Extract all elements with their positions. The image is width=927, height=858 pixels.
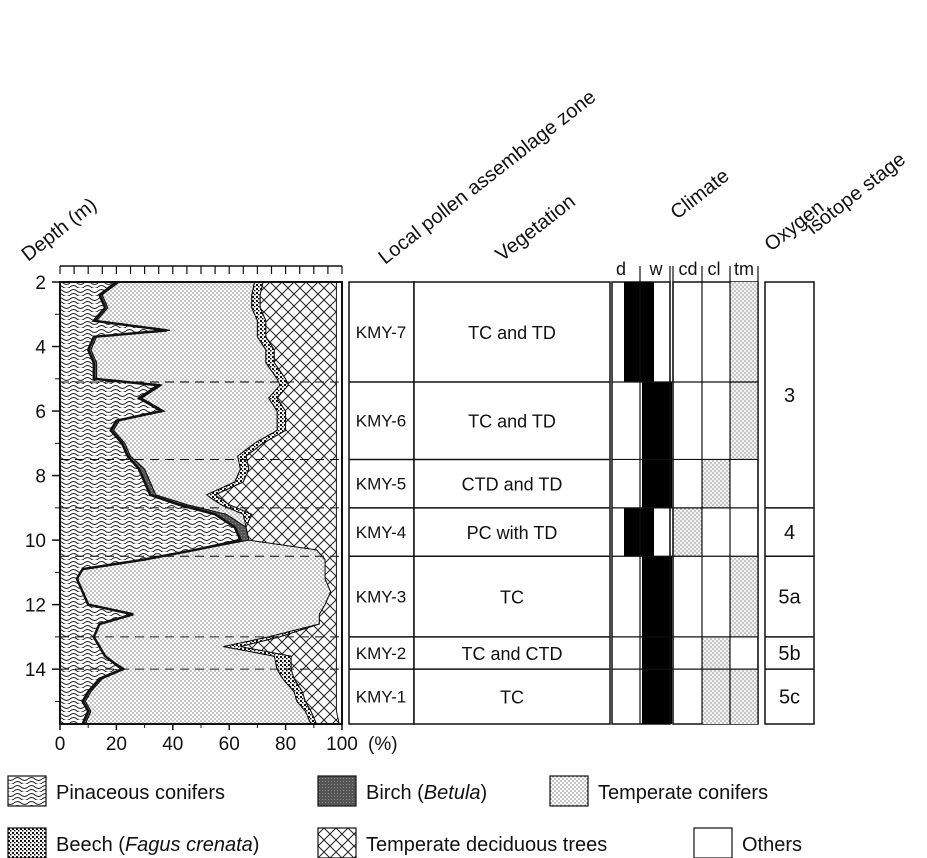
legend-swatch-beech xyxy=(7,827,47,858)
isotope-header-line2: isotope stage xyxy=(803,148,910,239)
top-ruler xyxy=(59,265,343,274)
isotope-stage-label: 5b xyxy=(778,643,800,665)
climate-column-labels: d w cd cl tm xyxy=(616,259,754,279)
legend-swatch-birch xyxy=(317,775,357,807)
climate-column-label: w xyxy=(649,259,664,279)
zone-vegetation: TC and TD xyxy=(468,412,556,432)
legend-label: Birch (Betula) xyxy=(366,782,487,804)
y-tick-label: 4 xyxy=(35,338,46,359)
climate-moisture-bar xyxy=(624,282,654,383)
climate-column-label: tm xyxy=(734,259,754,279)
zone-name: KMY-6 xyxy=(356,412,406,431)
x-tick-label: 60 xyxy=(219,734,240,755)
zone-boundaries xyxy=(60,381,342,670)
zone-name: KMY-5 xyxy=(356,475,406,494)
climate-header: Climate xyxy=(667,165,734,224)
y-axis: 2 4 6 8 10 12 14 xyxy=(25,273,60,702)
legend-label: Others xyxy=(742,834,802,856)
isotope-column xyxy=(764,281,815,725)
climate-moisture-bar xyxy=(642,636,672,670)
zones-table: KMY-7 TC and TD KMY-6 TC and TD KMY-5 CTD and… xyxy=(348,281,611,725)
zone-header: Local pollen assemblage zone xyxy=(375,86,601,269)
climate-column-label: cd xyxy=(678,259,697,279)
zone-vegetation: TC xyxy=(500,688,524,708)
y-tick-label: 10 xyxy=(25,531,46,552)
isotope-stage-label: 5c xyxy=(779,687,800,709)
climate-moisture-bar xyxy=(642,459,672,508)
zone-vegetation: TC and TD xyxy=(468,323,556,343)
zone-name: KMY-1 xyxy=(356,688,406,707)
legend-swatch-blank xyxy=(693,827,733,858)
climate-moisture-bar xyxy=(624,507,654,557)
y-tick-label: 12 xyxy=(25,596,46,617)
zone-vegetation: PC with TD xyxy=(467,523,558,543)
x-tick-label: 20 xyxy=(106,734,127,755)
vegetation-header: Vegetation xyxy=(492,190,580,266)
y-tick-label: 8 xyxy=(35,467,46,488)
climate-moisture-bar xyxy=(642,382,672,460)
x-tick-label: 80 xyxy=(275,734,296,755)
pollen-areas xyxy=(59,281,340,725)
climate-table xyxy=(611,266,759,725)
y-tick-label: 14 xyxy=(25,660,47,681)
isotope-stage-label: 3 xyxy=(784,385,795,407)
climate-cool-fill xyxy=(674,507,702,557)
x-axis: 0 20 40 60 80 100 (%) xyxy=(55,724,398,755)
climate-moisture-bar xyxy=(642,556,672,637)
x-tick-label: 0 xyxy=(55,734,66,755)
zone-vegetation: TC xyxy=(500,588,524,608)
x-unit-label: (%) xyxy=(368,734,398,755)
depth-header: Depth (m) xyxy=(18,194,102,266)
legend-label: Temperate deciduous trees xyxy=(366,834,607,856)
legend-swatch-wave xyxy=(7,775,47,807)
zone-name: KMY-7 xyxy=(356,323,406,342)
vegetation-column xyxy=(413,281,611,725)
pinaceous-boundary-line xyxy=(75,281,243,725)
climate-cold-fill xyxy=(702,669,730,724)
legend-swatch-dots xyxy=(549,775,589,807)
climate-moisture-bar xyxy=(642,669,672,724)
legend-label: Pinaceous conifers xyxy=(56,782,225,804)
zone-name-column xyxy=(348,281,415,725)
legend-label: Temperate conifers xyxy=(598,782,768,804)
climate-cold-fill xyxy=(702,636,730,670)
isotope-table: 3 4 5a 5b 5c xyxy=(764,281,815,725)
isotope-stage-label: 4 xyxy=(784,522,795,544)
climate-temperate-fill xyxy=(730,669,758,724)
legend-label: Beech (Fagus crenata) xyxy=(56,834,259,856)
zone-vegetation: TC and CTD xyxy=(461,644,562,664)
zone-name: KMY-4 xyxy=(356,523,406,542)
zone-vegetation: CTD and TD xyxy=(462,475,563,495)
climate-temperate-fill xyxy=(730,556,758,637)
climate-temperate-fill xyxy=(730,282,758,383)
climate-column-label: cl xyxy=(708,259,721,279)
legend: Pinaceous conifers Birch (Betula) Temperat… xyxy=(7,775,802,858)
y-tick-label: 2 xyxy=(35,273,46,294)
x-tick-label: 100 xyxy=(326,734,358,755)
y-tick-label: 6 xyxy=(35,402,46,423)
climate-temperate-fill xyxy=(730,382,758,460)
legend-swatch-cross xyxy=(317,827,357,858)
zone-name: KMY-2 xyxy=(356,644,406,663)
zone-name: KMY-3 xyxy=(356,588,406,607)
climate-column-label: d xyxy=(616,259,626,279)
isotope-stage-label: 5a xyxy=(778,587,801,609)
climate-cold-fill xyxy=(702,459,730,508)
x-tick-label: 40 xyxy=(162,734,183,755)
